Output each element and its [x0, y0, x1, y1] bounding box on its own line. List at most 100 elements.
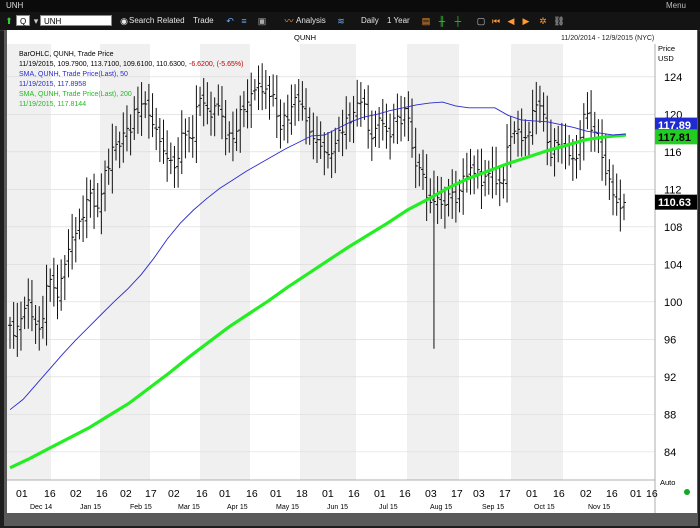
y-tick-label: 84: [664, 447, 676, 459]
month-band: [7, 44, 51, 480]
dropdown-arrow-icon[interactable]: ▾: [33, 16, 39, 26]
x-day-label: 02: [120, 488, 132, 500]
x-axis-panel: [7, 480, 655, 513]
x-month-label: May 15: [276, 504, 299, 511]
x-axis-labels: 01 16 02 16 02 17 02 16 01 16 01 18 01 16 01 16 03 17 03 17…: [16, 488, 658, 511]
draw-tools-icon[interactable]: ┼: [454, 16, 462, 26]
undo-icon[interactable]: ↶: [226, 16, 234, 26]
y-tick-label: 100: [664, 297, 682, 309]
legend-sma50-title: SMA, QUNH, Trade Price(Last), 50: [19, 71, 128, 78]
window-title: UNH: [6, 1, 24, 10]
x-day-label: 01: [219, 488, 231, 500]
up-arrow-icon[interactable]: ⬆: [5, 16, 13, 26]
price-chart[interactable]: QUNH 11/20/2014 - 12/9/2015 (NYC) Price …: [4, 30, 698, 526]
x-day-label: 02: [168, 488, 180, 500]
x-month-label: Aug 15: [430, 504, 452, 511]
x-day-label: 18: [296, 488, 308, 500]
x-month-label: Apr 15: [227, 504, 248, 511]
month-band: [511, 44, 563, 480]
y-tick-label: 112: [664, 184, 682, 196]
symbol-prefix-field[interactable]: Q: [16, 15, 30, 26]
x-day-label: 16: [348, 488, 360, 500]
x-month-label: Jun 15: [327, 504, 348, 511]
step-first-icon[interactable]: ⏮: [491, 16, 501, 26]
y-tick-label: 104: [664, 259, 682, 271]
x-day-label: 01: [526, 488, 538, 500]
legend-bar-change: -6.6200, (-5.65%): [189, 61, 243, 68]
month-band: [407, 44, 459, 480]
x-day-label: 16: [399, 488, 411, 500]
settings-icon[interactable]: ✲: [539, 16, 547, 26]
link-icon[interactable]: ⛓: [553, 16, 565, 26]
x-month-label: Oct 15: [534, 504, 555, 511]
period-bands: [7, 30, 697, 513]
y-tick-label: 124: [664, 72, 682, 84]
sma50-price-tag-text: 117.89: [658, 120, 691, 132]
ohlc-bars: [8, 63, 626, 357]
x-day-label: 01: [16, 488, 28, 500]
sma200-price-tag: [655, 129, 697, 145]
y-tick-label: 88: [664, 409, 676, 421]
x-month-label: Feb 15: [130, 504, 152, 511]
x-day-label: 16: [606, 488, 618, 500]
last-price-tag: [655, 194, 697, 210]
interval-dropdown[interactable]: Daily: [361, 16, 379, 25]
x-day-label: 03: [473, 488, 485, 500]
x-day-label: 01: [270, 488, 282, 500]
x-day-label: 02: [70, 488, 82, 500]
step-back-icon[interactable]: ◀: [507, 16, 515, 26]
x-day-label: 16: [646, 488, 658, 500]
window-titlebar: UNH Menu: [0, 0, 700, 12]
studies-icon[interactable]: ≋: [337, 16, 345, 26]
x-month-label: Dec 14: [30, 504, 52, 511]
x-month-label: Nov 15: [588, 504, 610, 511]
auto-scale-button[interactable]: Auto: [660, 478, 675, 487]
binoculars-icon[interactable]: ◉: [120, 16, 128, 26]
axis-title-usd: USD: [658, 54, 674, 63]
chart-lines-icon[interactable]: ≡: [241, 16, 247, 26]
x-month-label: Jan 15: [80, 504, 101, 511]
legend-sma200-values: 11/19/2015, 117.8144: [19, 101, 86, 108]
x-day-label: 16: [44, 488, 56, 500]
chart-type-icon[interactable]: ▤: [421, 16, 431, 26]
legend-sma50-values: 11/19/2015, 117.8958: [19, 81, 86, 88]
symbol-input[interactable]: UNH: [40, 15, 112, 26]
legend-sma200-title: SMA, QUNH, Trade Price(Last), 200: [19, 91, 132, 98]
x-day-label: 02: [580, 488, 592, 500]
sma50-price-tag: [655, 117, 697, 133]
y-tick-label: 96: [664, 334, 676, 346]
x-month-label: Jul 15: [379, 504, 398, 511]
y-tick-label: 116: [664, 147, 682, 159]
y-tick-label: 108: [664, 222, 682, 234]
menu-button[interactable]: Menu: [665, 1, 686, 10]
x-day-label: 01: [322, 488, 334, 500]
x-day-label: 17: [499, 488, 511, 500]
x-day-label: 01: [630, 488, 642, 500]
chart-symbol-title: QUNH: [294, 33, 316, 42]
zoom-box-icon[interactable]: ▢: [476, 16, 486, 26]
legend-bar-values: 11/19/2015, 109.7900, 113.7100, 109.6100…: [19, 61, 187, 68]
sma200-price-tag-text: 117.81: [658, 132, 691, 144]
x-month-label: Sep 15: [482, 504, 504, 511]
x-day-label: 16: [246, 488, 258, 500]
related-button[interactable]: Related: [157, 16, 185, 25]
date-range-label: 11/20/2014 - 12/9/2015 (NYC): [561, 35, 654, 42]
range-dropdown[interactable]: 1 Year: [387, 16, 410, 25]
price-tags: 117.89 117.81 110.63: [655, 117, 697, 210]
analysis-icon[interactable]: 〰: [284, 16, 294, 26]
x-day-label: 16: [196, 488, 208, 500]
step-forward-icon[interactable]: ▶: [522, 16, 530, 26]
bar-style-icon[interactable]: ╫: [438, 16, 446, 26]
folder-icon[interactable]: ▣: [257, 16, 267, 26]
y-tick-label: 92: [664, 372, 676, 384]
toolbar: ⬆ Q ▾ UNH ◉ Search Related Trade ↶ ≡ ▣ 〰…: [0, 12, 700, 31]
legend: BarOHLC, QUNH, Trade Price 11/19/2015, 1…: [19, 51, 243, 108]
x-day-label: 16: [553, 488, 565, 500]
sma200-line: [9, 133, 627, 470]
search-button[interactable]: Search: [129, 16, 155, 25]
x-day-label: 17: [145, 488, 157, 500]
trade-button[interactable]: Trade: [193, 16, 214, 25]
header-strip: [7, 30, 697, 44]
analysis-button[interactable]: Analysis: [296, 16, 326, 25]
